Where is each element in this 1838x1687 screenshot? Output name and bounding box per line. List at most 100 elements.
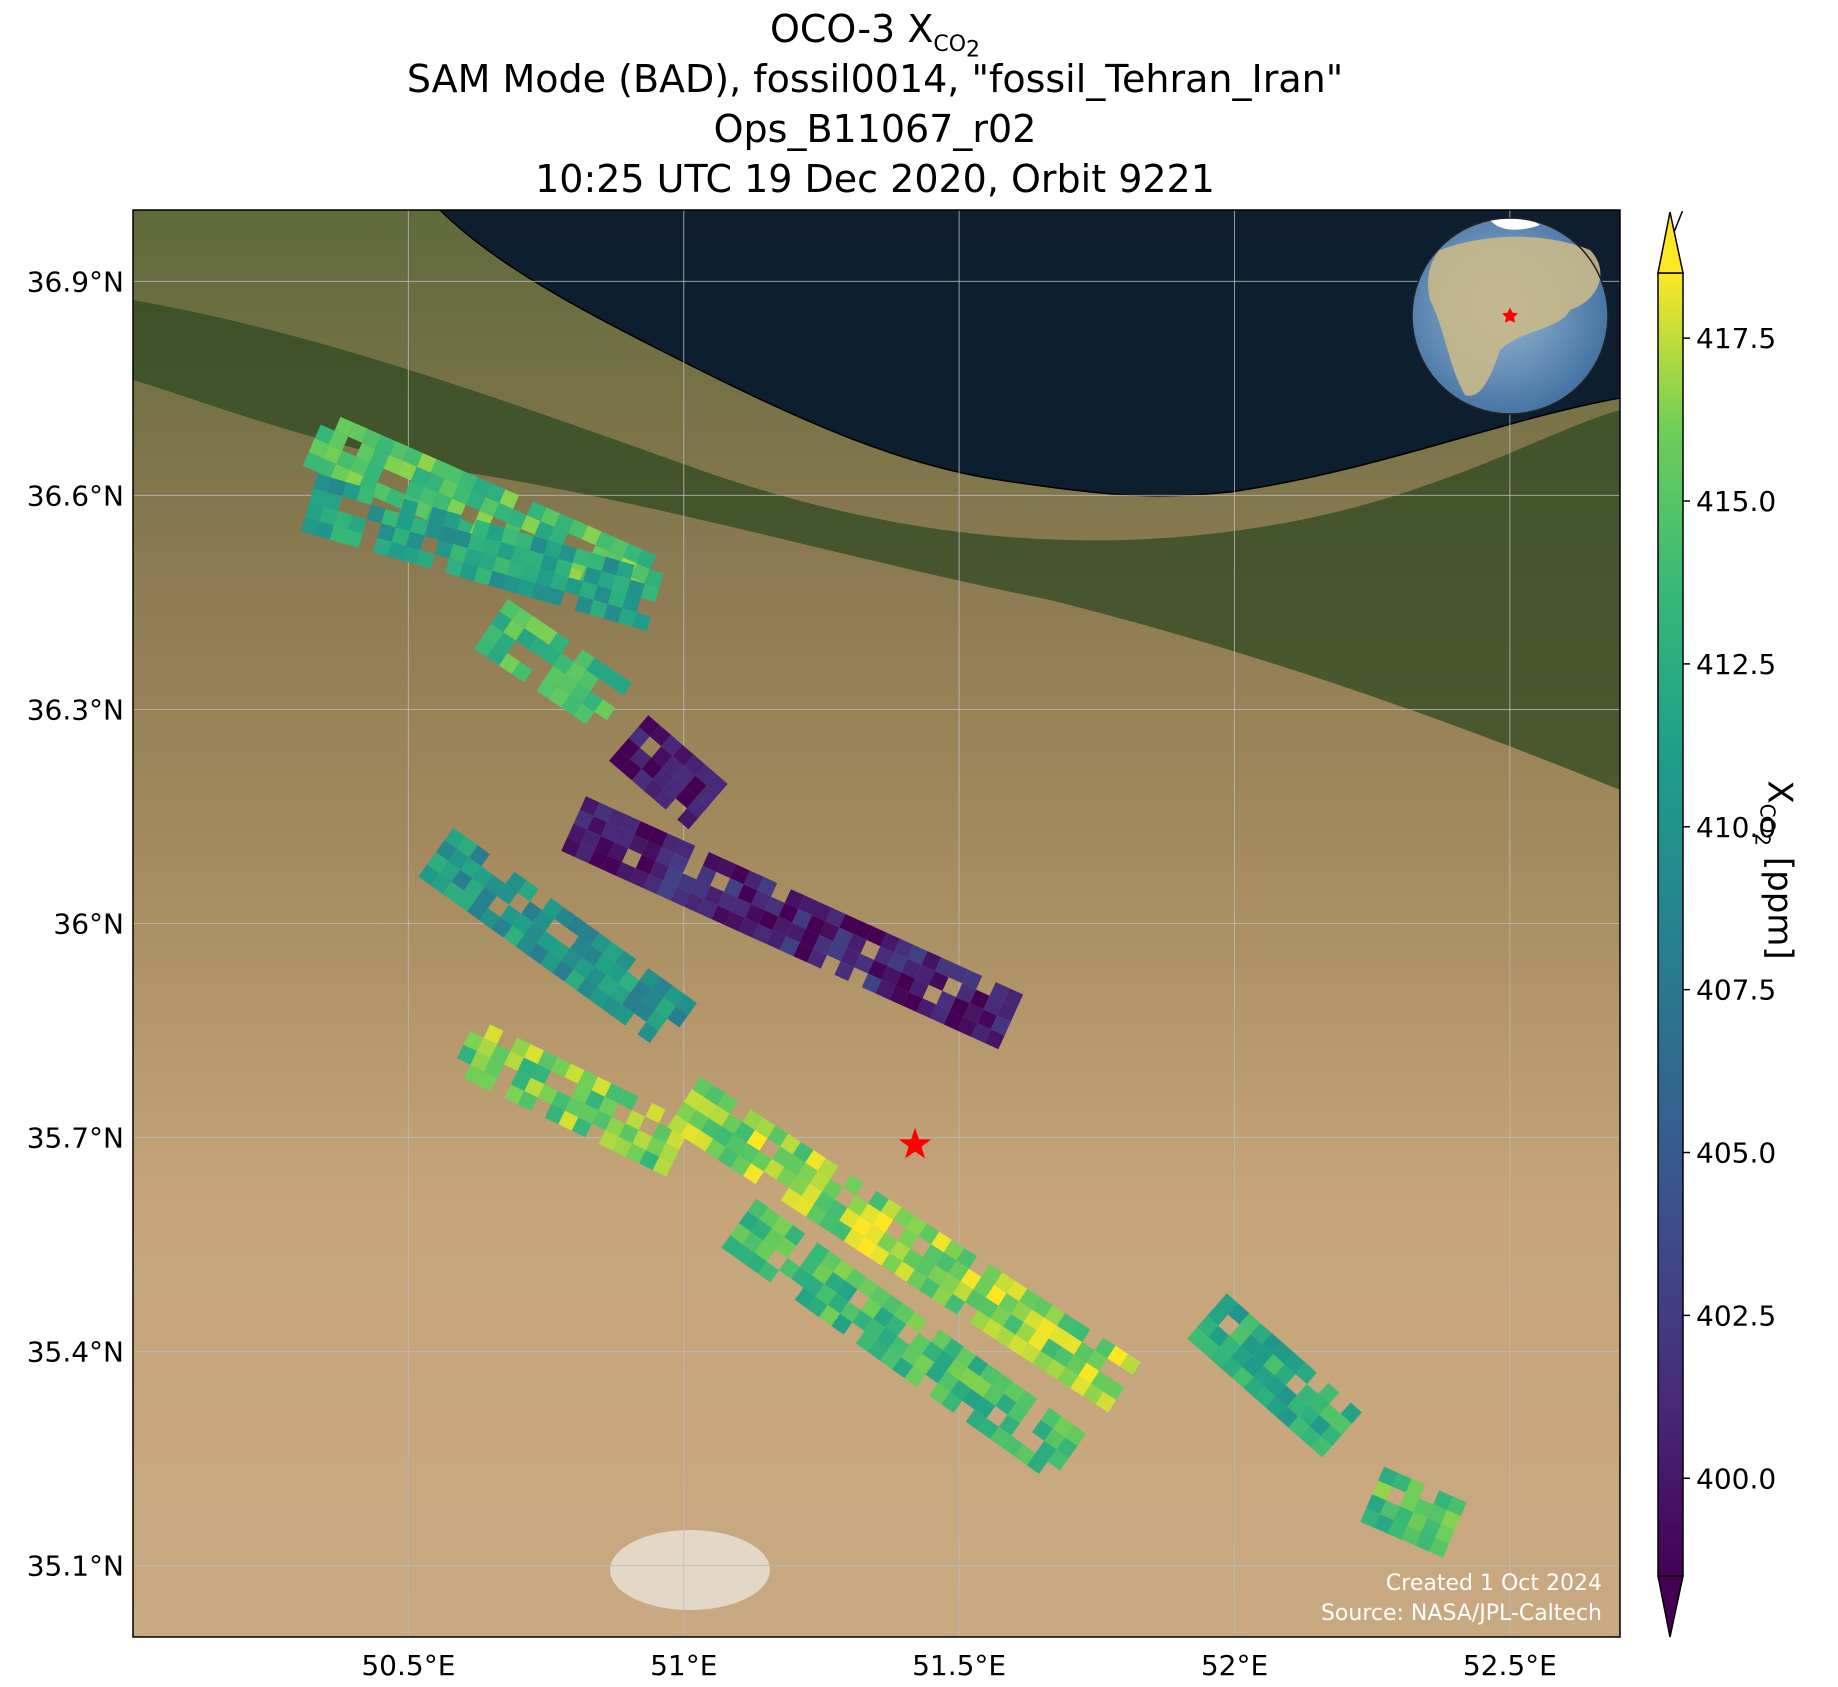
- xco2-sounding: [868, 1190, 889, 1212]
- xco2-sounding: [1198, 1337, 1220, 1359]
- xco2-sounding: [856, 1236, 877, 1258]
- xco2-sounding: [483, 1024, 504, 1045]
- xco2-sounding: [397, 460, 417, 481]
- xco2-sounding: [805, 1204, 827, 1225]
- xco2-sounding: [1057, 1313, 1078, 1334]
- xco2-sounding: [588, 987, 610, 1008]
- xco2-sounding: [943, 1239, 965, 1261]
- xco2-sounding: [1253, 1365, 1275, 1387]
- xco2-sounding: [1297, 1384, 1319, 1406]
- xco2-sounding: [472, 866, 494, 888]
- xco2-sounding: [1086, 1350, 1108, 1371]
- credit-line-1: Created 1 Oct 2024: [1386, 1571, 1602, 1596]
- xco2-sounding: [598, 1096, 619, 1117]
- xco2-sounding: [921, 951, 942, 971]
- xco2-sounding: [537, 1084, 558, 1105]
- xco2-sounding: [645, 1103, 666, 1124]
- xco2-sounding: [528, 636, 550, 658]
- xco2-sounding: [496, 542, 516, 561]
- xco2-sounding: [1415, 1531, 1436, 1552]
- xco2-sounding: [691, 1076, 713, 1098]
- xco2-sounding: [885, 1315, 907, 1337]
- xco2-sounding: [643, 874, 663, 895]
- xco2-sounding: [758, 1261, 779, 1283]
- latitude-ticks: 36.9°N 36.6°N 36.3°N 36°N 35.7°N 35.4°N 35.1°N: [27, 265, 124, 1582]
- xco2-sounding: [517, 1091, 538, 1112]
- xco2-sounding: [734, 1121, 755, 1143]
- xco2-sounding: [622, 593, 641, 613]
- xco2-sounding: [1040, 1407, 1062, 1429]
- xco2-sounding: [887, 952, 908, 973]
- xco2-sounding: [500, 904, 522, 926]
- xco2-sounding: [614, 828, 635, 849]
- xco2-sounding: [894, 1303, 915, 1325]
- xco2-sounding: [1007, 1334, 1029, 1356]
- xco2-sounding: [745, 1252, 767, 1274]
- xco2-sounding: [963, 1003, 984, 1024]
- xco2-sounding: [401, 546, 421, 565]
- lat-tick-label: 36°N: [53, 908, 124, 941]
- xco2-sounding: [625, 1110, 646, 1130]
- xco2-sounding: [1240, 1334, 1262, 1356]
- xco2-sounding: [486, 523, 505, 543]
- xco2-sounding: [507, 509, 527, 529]
- xco2-sounding: [553, 653, 574, 675]
- xco2-sounding: [470, 1051, 491, 1072]
- xco2-sounding: [395, 513, 415, 532]
- lat-tick-label: 35.4°N: [27, 1336, 124, 1369]
- xco2-sounding: [702, 852, 723, 872]
- xco2-sounding: [1310, 1436, 1333, 1458]
- xco2-sounding: [880, 932, 901, 953]
- xco2-sounding: [656, 880, 677, 901]
- xco2-sounding: [705, 1138, 726, 1160]
- xco2-sounding: [995, 1393, 1017, 1415]
- xco2-sounding: [620, 814, 641, 835]
- colorbar-body: [1657, 272, 1684, 1577]
- xco2-sounding: [852, 1310, 874, 1332]
- xco2-sounding: [1028, 1330, 1049, 1351]
- xco2-sounding: [639, 968, 661, 989]
- xco2-sounding: [1441, 1510, 1461, 1530]
- xco2-sounding: [564, 1097, 585, 1118]
- xco2-sounding: [893, 1207, 915, 1228]
- xco2-sounding: [502, 575, 522, 594]
- xco2-sounding: [692, 1130, 714, 1152]
- colorbar-label: XCO2 [ppm]: [1750, 780, 1800, 960]
- xco2-sounding: [651, 976, 673, 998]
- xco2-sounding: [416, 453, 437, 473]
- xco2-sounding: [1319, 1403, 1341, 1425]
- xco2-sounding: [636, 549, 657, 570]
- globe-greenland: [1490, 217, 1540, 230]
- xco2-sounding: [1216, 1293, 1238, 1315]
- xco2-sounding: [486, 644, 508, 666]
- xco2-sounding: [479, 497, 500, 517]
- xco2-sounding: [763, 1159, 785, 1180]
- colorbar-tick-label: 410.0: [1696, 811, 1776, 844]
- xco2-sounding: [877, 1232, 898, 1254]
- xco2-sounding: [625, 1143, 646, 1164]
- xco2-sounding: [780, 1187, 802, 1209]
- xco2-sounding: [582, 691, 603, 712]
- xco2-sounding: [868, 1244, 890, 1266]
- xco2-sounding: [941, 1392, 963, 1413]
- xco2-sounding: [827, 1292, 849, 1314]
- xco2-sounding: [342, 482, 361, 501]
- xco2-sounding: [443, 511, 462, 530]
- xco2-sounding: [601, 995, 622, 1017]
- xco2-sounding: [730, 864, 750, 885]
- xco2-sounding: [881, 1294, 903, 1316]
- xco2-sounding: [669, 853, 690, 874]
- xco2-sounding: [1053, 1346, 1074, 1368]
- xco2-sounding: [846, 933, 867, 954]
- xco2-sounding: [439, 860, 461, 882]
- xco2-sounding: [971, 1023, 991, 1043]
- xco2-sounding: [857, 1277, 879, 1298]
- xco2-sounding: [931, 1231, 952, 1253]
- xco2-sounding: [557, 674, 578, 696]
- xco2-sounding: [579, 796, 600, 817]
- xco2-sounding: [444, 827, 466, 849]
- lon-tick-label: 50.5°E: [361, 1649, 455, 1682]
- xco2-sounding: [746, 1130, 768, 1151]
- xco2-sounding: [747, 1198, 769, 1220]
- xco2-sounding: [1261, 1333, 1284, 1355]
